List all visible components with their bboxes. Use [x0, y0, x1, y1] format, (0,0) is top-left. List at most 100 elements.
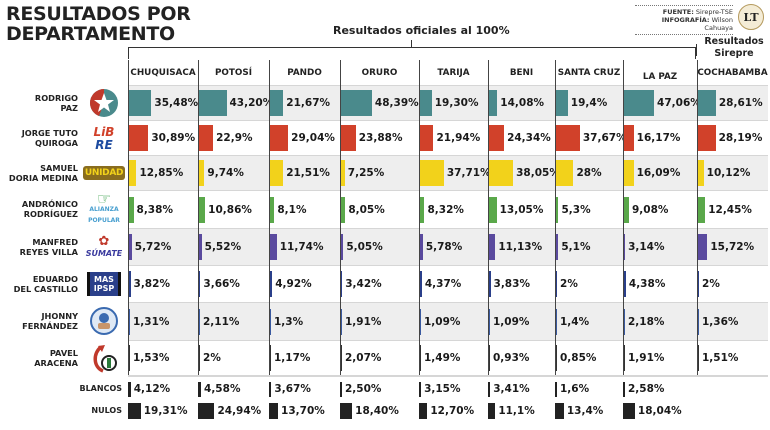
bar	[198, 160, 205, 186]
candidate-name-line-2: PAZ	[60, 102, 78, 113]
data-label: 21,94	[436, 132, 470, 144]
column-header: CHUQUISACA	[130, 67, 196, 78]
percent-sign: %	[230, 241, 242, 253]
data-cell: 5,52%	[198, 229, 269, 265]
bar	[269, 160, 284, 186]
data-label: 5,1	[561, 241, 580, 253]
bar	[419, 381, 422, 397]
table-row: 12,85%9,74%21,51%7,25%37,71%38,05%28%16,…	[128, 155, 768, 190]
data-cell: 47,06%	[623, 86, 701, 120]
data-cell: 4,38%	[623, 266, 697, 302]
bar	[269, 308, 271, 335]
data-label: 5,72	[134, 241, 161, 253]
percent-sign: %	[449, 352, 461, 364]
candidate-name: JHONNY FERNÁNDEZ	[0, 311, 78, 331]
column-divider	[269, 60, 270, 375]
percent-sign: %	[519, 278, 530, 290]
data-cell: 1,51%	[697, 341, 768, 375]
candidate-name-line-2: FERNÁNDEZ	[22, 321, 78, 331]
data-cell: 13,05%	[488, 191, 555, 228]
bar	[623, 90, 655, 116]
candidate-name-line-2: QUIROGA	[35, 137, 78, 148]
data-label: 1,91	[628, 352, 654, 364]
data-cell: 30,89%	[128, 121, 198, 155]
bar	[198, 90, 227, 116]
percent-sign: %	[450, 278, 462, 290]
data-cell: 14,08%	[488, 86, 555, 120]
data-label: 15,72	[710, 241, 744, 253]
column-header: COCHABAMBA	[697, 67, 768, 78]
percent-sign: %	[741, 203, 752, 216]
data-cell: 1,53%	[128, 341, 198, 375]
data-cell: 7,25%	[340, 156, 419, 190]
percent-sign: %	[531, 241, 543, 253]
candidate-name-line-2: DEL CASTILLO	[13, 283, 78, 294]
data-label: 30,89	[151, 132, 185, 144]
column-header: TARIJA	[437, 67, 470, 78]
data-cell: 5,1%	[555, 229, 623, 265]
table-row: 8,38% 10,86% 8,1% 8,05% 8,32% 13,05% 5,3% 9,08%…	[128, 190, 768, 228]
data-label: 19,31	[143, 405, 177, 417]
data-cell: 21,67%	[269, 86, 340, 120]
data-label: 37,67	[582, 132, 617, 144]
data-cell: 1,49%	[419, 341, 488, 375]
data-cell: 24,34%	[488, 121, 555, 155]
percent-sign: %	[312, 241, 324, 253]
data-label: 2	[203, 352, 211, 364]
extra-cell: 19,31%	[128, 402, 187, 420]
extra-cell: 1,6%	[555, 380, 589, 398]
data-cell: 22,9%	[198, 121, 269, 155]
percent-sign: %	[653, 315, 665, 328]
percent-sign: %	[653, 352, 665, 364]
data-cell: 21,94%	[419, 121, 488, 155]
bar	[128, 403, 141, 419]
bar	[488, 125, 505, 151]
data-label: 16,09	[636, 167, 670, 179]
percent-sign: %	[295, 203, 307, 216]
percent-sign: %	[373, 167, 385, 179]
percent-sign: %	[172, 167, 184, 179]
data-label: 11,13	[498, 241, 532, 253]
data-label: 0,93	[493, 352, 519, 364]
bar	[697, 160, 704, 186]
data-cell: 16,17%	[623, 121, 697, 155]
bar	[623, 345, 625, 371]
percent-sign: %	[480, 167, 491, 179]
data-cell: 2%	[555, 266, 623, 302]
data-label: 10,86	[208, 203, 242, 216]
percent-sign: %	[533, 97, 545, 109]
percent-sign: %	[374, 203, 385, 216]
bar	[555, 345, 557, 371]
bar	[697, 196, 706, 223]
data-label: 16,17	[636, 132, 670, 144]
percent-sign: %	[752, 97, 763, 109]
table-row: 5,72% 5,52% 11,74% 5,05% 5,78% 11,13% 5,1% 3,14…	[128, 228, 768, 265]
infographic-value: Wilson Cahuaya	[704, 16, 733, 32]
data-label: 1,17	[274, 352, 300, 364]
bar	[488, 345, 490, 371]
candidate-name: ANDRÓNICO RODRÍGUEZ	[0, 199, 78, 219]
bar	[269, 196, 275, 223]
percent-sign: %	[709, 278, 720, 290]
data-label: 5,52	[204, 241, 231, 253]
column-divider	[419, 60, 420, 375]
column-divider	[340, 60, 341, 375]
bar	[128, 234, 132, 260]
data-label: 2,07	[345, 352, 371, 364]
bar	[419, 125, 434, 151]
data-cell: 1,09%	[488, 303, 555, 340]
bar	[555, 308, 557, 335]
column-divider	[623, 60, 624, 375]
data-label: 0,85	[560, 352, 586, 364]
data-label: 47,06	[657, 97, 691, 109]
candidate-name-line-1: SAMUEL	[40, 162, 78, 173]
percent-sign: %	[262, 97, 274, 109]
percent-sign: %	[585, 352, 597, 364]
bar	[488, 160, 514, 186]
data-cell: 11,13%	[488, 229, 555, 265]
data-label: 8,05	[348, 203, 375, 216]
bar	[697, 345, 699, 371]
candidate-name-line-1: PAVEL	[49, 347, 78, 358]
data-label: 38,05	[516, 167, 550, 179]
data-label: 28	[576, 167, 592, 179]
